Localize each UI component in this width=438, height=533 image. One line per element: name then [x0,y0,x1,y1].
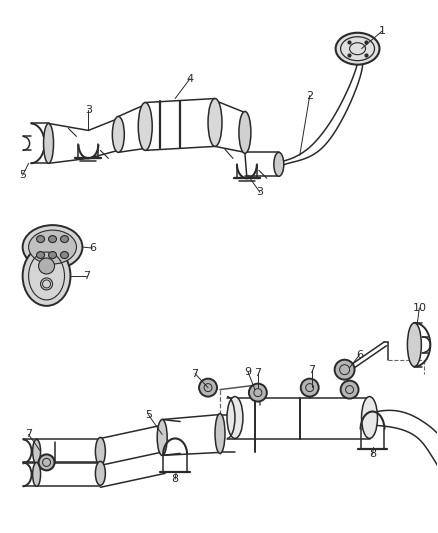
Text: 4: 4 [187,74,194,84]
Ellipse shape [335,360,355,379]
Text: 1: 1 [379,26,386,36]
Ellipse shape [138,102,152,150]
Ellipse shape [112,117,124,152]
Text: 8: 8 [369,449,376,459]
Ellipse shape [336,33,379,64]
Text: 6: 6 [356,350,363,360]
Ellipse shape [49,252,57,259]
Ellipse shape [23,225,82,269]
Ellipse shape [23,246,71,306]
Ellipse shape [32,462,41,486]
Ellipse shape [199,378,217,397]
Ellipse shape [39,455,54,470]
Text: 5: 5 [19,170,26,180]
Text: 2: 2 [306,91,313,101]
Ellipse shape [208,99,222,147]
Text: 6: 6 [89,243,96,253]
Ellipse shape [407,323,421,367]
Ellipse shape [60,236,68,243]
Ellipse shape [28,230,77,264]
Ellipse shape [60,252,68,259]
Ellipse shape [37,252,45,259]
Text: 3: 3 [256,187,263,197]
Ellipse shape [341,381,359,399]
Ellipse shape [274,152,284,176]
Text: 7: 7 [308,365,315,375]
Ellipse shape [301,378,319,397]
Ellipse shape [95,438,106,465]
Ellipse shape [95,462,106,486]
Text: 7: 7 [83,271,90,281]
Ellipse shape [49,236,57,243]
Text: 9: 9 [244,367,251,377]
Text: 7: 7 [254,368,261,378]
Ellipse shape [361,397,378,439]
Ellipse shape [239,111,251,154]
Ellipse shape [227,397,243,439]
Ellipse shape [215,414,225,454]
Text: 7: 7 [191,369,199,378]
Text: 8: 8 [172,474,179,484]
Text: 5: 5 [145,409,152,419]
Text: 10: 10 [412,303,426,313]
Ellipse shape [157,419,167,455]
Text: 3: 3 [85,106,92,116]
Ellipse shape [249,384,267,401]
Ellipse shape [32,439,41,463]
Ellipse shape [37,236,45,243]
Text: 7: 7 [25,430,32,440]
Ellipse shape [43,124,53,163]
Ellipse shape [39,258,54,274]
